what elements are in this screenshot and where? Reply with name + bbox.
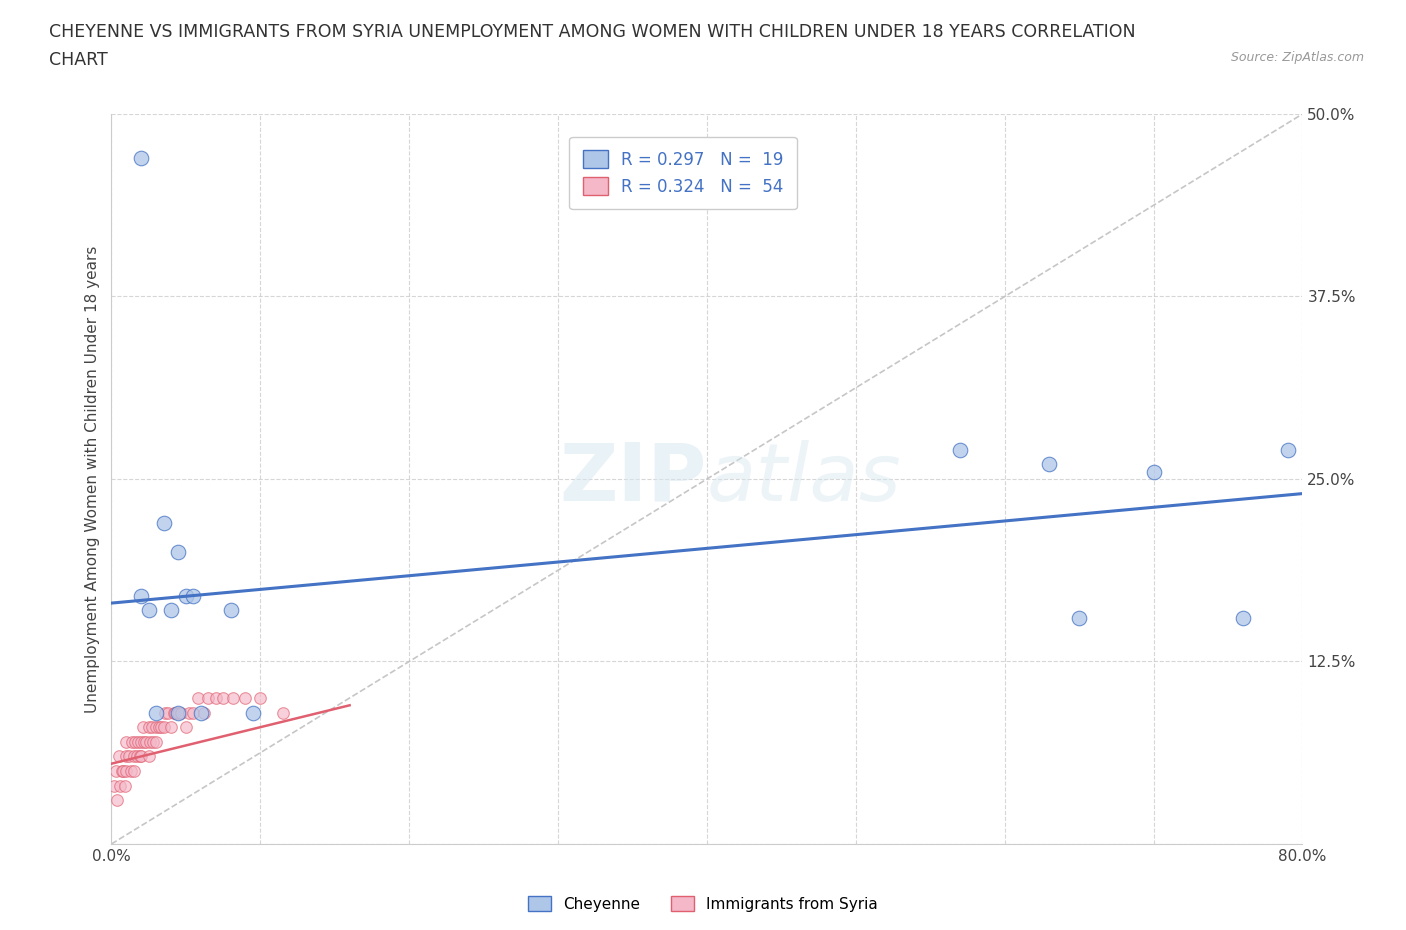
Legend: Cheyenne, Immigrants from Syria: Cheyenne, Immigrants from Syria <box>522 889 884 918</box>
Point <box>145 720 167 735</box>
Point <box>118 749 141 764</box>
Text: Source: ZipAtlas.com: Source: ZipAtlas.com <box>1230 51 1364 64</box>
Point <box>134 735 156 750</box>
Point <box>128 749 150 764</box>
Point <box>1277 443 1299 458</box>
Point <box>129 749 152 764</box>
Point <box>949 443 972 458</box>
Point <box>149 720 172 735</box>
Point <box>121 735 143 750</box>
Text: atlas: atlas <box>707 440 901 518</box>
Point <box>141 720 163 735</box>
Point <box>181 705 204 720</box>
Point <box>145 735 167 750</box>
Point <box>160 720 183 735</box>
Point <box>190 705 212 720</box>
Point <box>129 151 152 166</box>
Point <box>219 603 242 618</box>
Point <box>1142 464 1164 479</box>
Point <box>204 691 226 706</box>
Point <box>145 705 167 720</box>
Point <box>139 735 162 750</box>
Point <box>235 691 257 706</box>
Point <box>115 749 138 764</box>
Point <box>135 735 157 750</box>
Point <box>111 764 134 778</box>
Point <box>193 705 215 720</box>
Point <box>167 545 190 560</box>
Point <box>177 705 200 720</box>
Point <box>271 705 294 720</box>
Point <box>187 691 209 706</box>
Point <box>242 705 264 720</box>
Text: CHART: CHART <box>49 51 108 69</box>
Text: ZIP: ZIP <box>560 440 707 518</box>
Point <box>1038 457 1060 472</box>
Point <box>222 691 245 706</box>
Point <box>138 749 160 764</box>
Point <box>165 705 187 720</box>
Point <box>1232 610 1254 625</box>
Point <box>122 749 145 764</box>
Point <box>174 589 197 604</box>
Point <box>167 705 190 720</box>
Point <box>124 735 146 750</box>
Point <box>125 749 148 764</box>
Point <box>103 778 125 793</box>
Point <box>163 705 186 720</box>
Point <box>212 691 235 706</box>
Point <box>122 764 145 778</box>
Point <box>108 749 131 764</box>
Point <box>115 735 138 750</box>
Point <box>152 720 174 735</box>
Point <box>170 705 193 720</box>
Point <box>114 778 136 793</box>
Point <box>129 589 152 604</box>
Point <box>131 720 153 735</box>
Point <box>152 515 174 530</box>
Point <box>197 691 219 706</box>
Point <box>112 764 135 778</box>
Text: CHEYENNE VS IMMIGRANTS FROM SYRIA UNEMPLOYMENT AMONG WOMEN WITH CHILDREN UNDER 1: CHEYENNE VS IMMIGRANTS FROM SYRIA UNEMPL… <box>49 23 1136 41</box>
Point <box>104 764 127 778</box>
Point <box>174 720 197 735</box>
Point <box>138 603 160 618</box>
Point <box>127 735 149 750</box>
Point <box>249 691 271 706</box>
Point <box>129 735 152 750</box>
Point <box>160 603 183 618</box>
Point <box>181 589 204 604</box>
Point <box>148 720 170 735</box>
Legend: R = 0.297   N =  19, R = 0.324   N =  54: R = 0.297 N = 19, R = 0.324 N = 54 <box>569 137 797 209</box>
Point <box>153 705 176 720</box>
Point <box>105 792 128 807</box>
Point <box>1069 610 1091 625</box>
Point <box>120 764 142 778</box>
Point <box>138 720 160 735</box>
Point <box>115 764 138 778</box>
Point <box>142 735 165 750</box>
Point <box>167 705 190 720</box>
Point <box>156 705 179 720</box>
Y-axis label: Unemployment Among Women with Children Under 18 years: Unemployment Among Women with Children U… <box>86 246 100 712</box>
Point <box>110 778 132 793</box>
